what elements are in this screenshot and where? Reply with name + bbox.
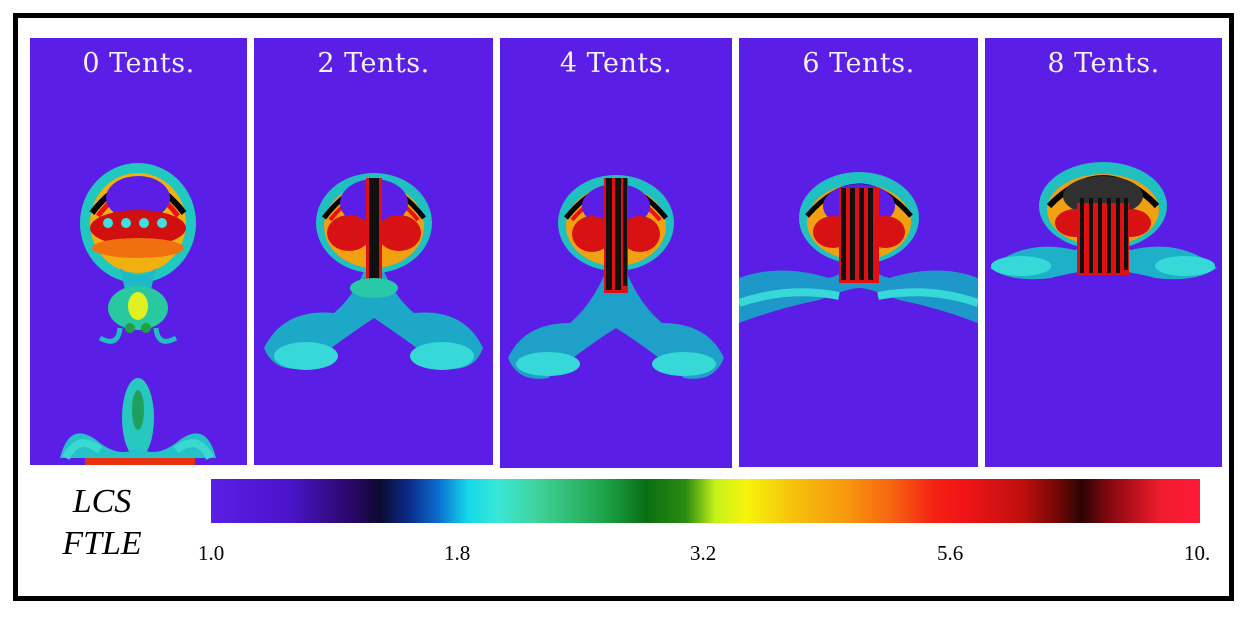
figure-frame: 0 Tents. 2 Tents. [13, 13, 1234, 601]
colorbar-tick: 3.2 [690, 541, 717, 565]
colorbar-tick: 1.0 [198, 541, 225, 565]
colorbar-tick: 5.6 [937, 541, 964, 565]
panel-title: 8 Tents. [1047, 48, 1160, 79]
legend-label-ftle: FTLE [62, 525, 142, 562]
panel-title: 2 Tents. [317, 48, 430, 79]
panel-6-tents: 6 Tents. [739, 38, 978, 467]
panel-4-tents: 4 Tents. [500, 38, 732, 468]
legend-label-lcs: LCS [72, 483, 132, 520]
ftle-field-0-tents [30, 38, 247, 465]
colorbar-tick: 1.8 [444, 541, 471, 565]
panel-title: 0 Tents. [82, 48, 195, 79]
colorbar-tick: 10. [1184, 541, 1211, 565]
panel-0-tents: 0 Tents. [30, 38, 247, 465]
ftle-field-8-tents [985, 38, 1222, 467]
ftle-field-2-tents [254, 38, 493, 465]
ftle-colorbar [211, 479, 1200, 523]
ftle-field-6-tents [739, 38, 978, 467]
panel-title: 4 Tents. [559, 48, 673, 79]
panel-8-tents: 8 Tents. [985, 38, 1222, 467]
panel-2-tents: 2 Tents. [254, 38, 493, 465]
panel-title: 6 Tents. [802, 48, 915, 79]
ftle-field-4-tents [500, 38, 732, 468]
